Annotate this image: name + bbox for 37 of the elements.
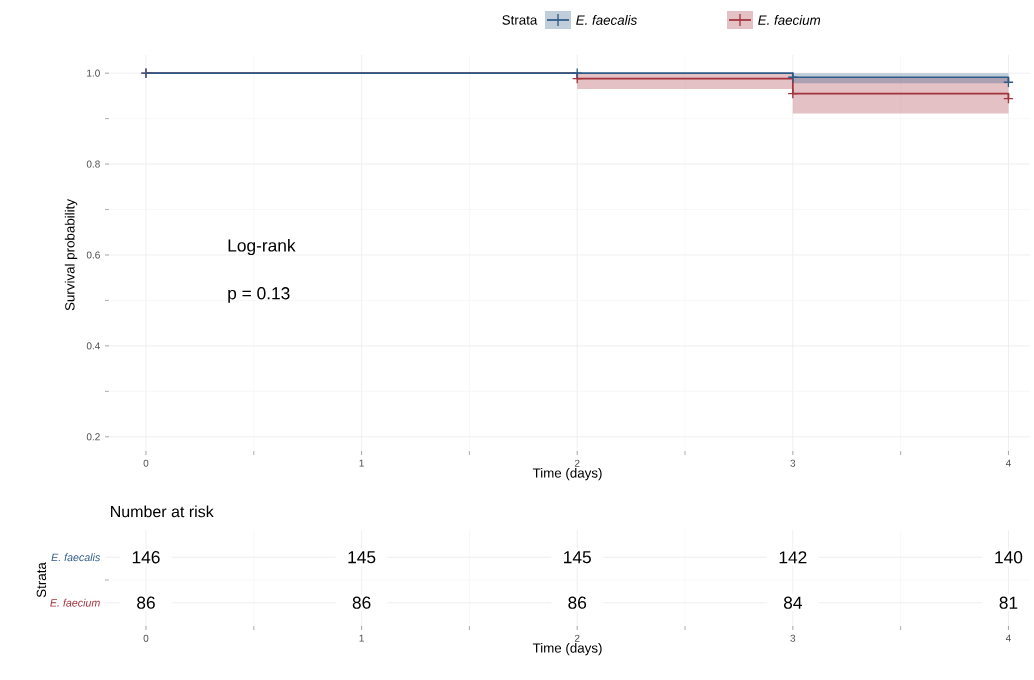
legend-label: E. faecalis — [576, 15, 637, 25]
y-tick-label: 0.8 — [86, 160, 100, 168]
annotation: Log-rank — [228, 238, 296, 256]
annotation: p = 0.13 — [228, 287, 290, 303]
x-tick-label: 2 — [574, 634, 580, 642]
data-label: 142 — [779, 551, 807, 564]
x-tick-label: 1 — [359, 459, 364, 467]
data-label: 146 — [132, 551, 160, 564]
x-tick-label: 0 — [143, 634, 149, 642]
y-axis-title: Strata — [36, 562, 47, 598]
x-axis-title: Time (days) — [532, 467, 602, 481]
y-tick-label: 0.4 — [86, 342, 101, 350]
x-tick-label: 0 — [143, 459, 149, 467]
chart-title: Number at risk — [111, 505, 214, 518]
x-tick-label: 4 — [1005, 634, 1011, 642]
data-label: 81 — [999, 596, 1018, 609]
legend-title: Strata — [502, 15, 538, 25]
data-label: 140 — [995, 551, 1023, 564]
x-tick-label: 4 — [1005, 459, 1011, 467]
y-tick-label: 0.2 — [86, 433, 100, 441]
x-tick-label: 3 — [790, 459, 796, 467]
y-tick-label: E. faecalis — [51, 553, 101, 562]
legend-label: E. faecium — [758, 15, 821, 25]
x-axis-title: Time (days) — [532, 642, 602, 656]
y-tick-label: 1.0 — [87, 69, 100, 77]
data-label: 86 — [568, 596, 587, 609]
y-tick-label: E. faecium — [50, 598, 100, 607]
data-label: 84 — [783, 596, 802, 609]
x-tick-label: 3 — [790, 634, 796, 642]
y-axis-title: Survival probability — [64, 199, 78, 311]
data-label: 86 — [352, 596, 371, 609]
x-tick-label: 2 — [574, 459, 580, 467]
data-label: 145 — [348, 551, 376, 564]
data-label: 145 — [564, 551, 591, 564]
data-label: 86 — [137, 596, 155, 609]
y-tick-label: 0.6 — [86, 251, 100, 259]
x-tick-label: 1 — [359, 634, 364, 642]
